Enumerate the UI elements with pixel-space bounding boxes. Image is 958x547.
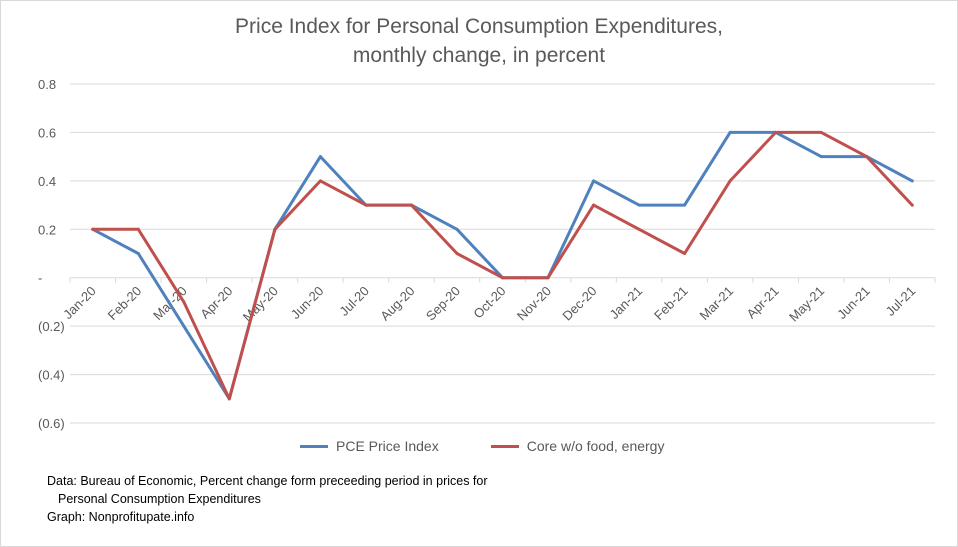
x-tick-label: Feb-21 [651,283,691,323]
y-tick-label: 0.6 [38,125,56,140]
graph-credit: Graph: Nonprofitupate.info [47,510,195,524]
data-point [455,252,459,255]
x-tick-label: Jun-21 [834,283,873,322]
data-point [501,276,504,280]
y-axis-tick-labels: 0.8 0.6 0.4 0.2 - (0.2) (0.4) (0.6) [38,77,65,431]
data-point [683,203,687,207]
x-axis-tick-labels: Jan-20 Feb-20 Mar-20 Apr-20 May-20 Jun-20 Jul-… [60,283,918,324]
x-tick-label: Mar-21 [697,283,737,323]
data-point [273,227,277,231]
chart-title-line-2: monthly change, in percent [352,44,606,67]
data-series [91,130,914,401]
data-point [774,130,778,134]
data-point [364,203,368,207]
data-point [455,227,459,231]
data-point [182,300,186,304]
x-tick-label: May-20 [240,283,281,324]
y-tick-label: 0.8 [38,77,56,92]
y-tick-label: - [38,271,42,286]
data-point [182,324,186,328]
data-point [592,179,596,183]
gridlines [69,83,936,424]
chart-title-line-1: Price Index for Personal Consumption Exp… [235,15,723,38]
legend-swatch-core [490,444,519,448]
y-tick-label: 0.2 [38,222,56,237]
x-tick-label: Aug-20 [377,283,417,323]
data-point [592,203,596,207]
source-note: Data: Bureau of Economic, Percent change… [47,472,488,526]
legend-item-pce: PCE Price Index [300,438,439,454]
data-point [409,203,413,207]
y-tick-label: (0.2) [38,319,65,334]
legend-swatch-pce [300,444,328,448]
series-line-pce [91,130,914,401]
data-point [910,203,914,207]
legend: PCE Price Index Core w/o food, energy [300,436,716,456]
x-tick-label: Jul-20 [336,283,372,319]
x-tick-label: Jan-20 [60,283,99,322]
legend-item-core: Core w/o food, energy [490,438,665,454]
y-tick-label: (0.4) [38,368,65,383]
data-point [819,130,823,134]
y-tick-label: 0.4 [38,174,56,189]
data-point [728,179,732,183]
x-tick-label: Apr-21 [744,283,782,321]
legend-label-pce: PCE Price Index [336,438,439,454]
data-point [318,179,322,183]
source-line-1: Data: Bureau of Economic, Percent change… [47,474,488,488]
data-point [546,276,550,280]
data-point [136,252,140,255]
data-point [136,227,140,231]
data-point [227,397,231,401]
data-point [728,130,732,134]
data-point [637,203,641,207]
data-point [637,227,641,231]
data-point [910,179,914,183]
x-tick-label: Jan-21 [606,283,645,322]
legend-label-core: Core w/o food, energy [526,438,665,454]
y-tick-label: (0.6) [38,416,65,431]
data-point [91,227,95,231]
x-tick-label: Feb-20 [105,283,145,323]
x-tick-label: Oct-20 [470,283,508,321]
data-point [683,252,687,255]
x-tick-label: May-21 [786,283,827,324]
chart-title: Price Index for Personal Consumption Exp… [0,12,958,70]
x-tick-label: Jun-20 [288,283,327,322]
data-point [865,155,869,159]
x-tick-label: Nov-20 [514,283,554,323]
x-tick-label: Apr-20 [197,283,235,321]
x-tick-label: Dec-20 [559,283,599,323]
data-point [819,155,823,159]
source-line-2: Personal Consumption Expenditures [58,492,261,506]
x-tick-label: Jul-21 [883,283,919,319]
x-tick-label: Sep-20 [423,283,463,323]
series-line-core [91,130,914,401]
data-point [318,155,322,159]
